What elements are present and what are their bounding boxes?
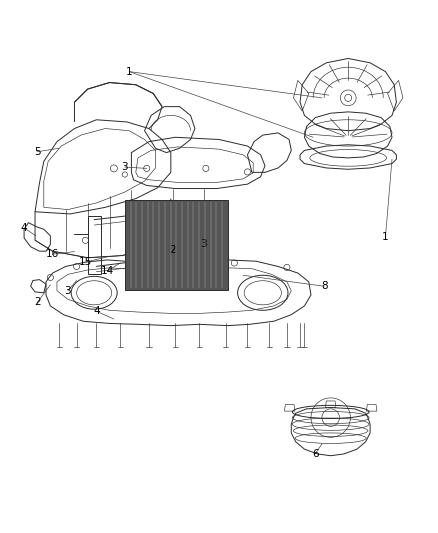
Text: 3: 3: [200, 239, 207, 249]
Text: 3: 3: [121, 162, 128, 172]
Text: 14: 14: [101, 266, 114, 276]
Text: 2: 2: [34, 297, 41, 308]
Text: 6: 6: [312, 449, 319, 458]
Text: 4: 4: [21, 223, 28, 233]
Text: 3: 3: [64, 286, 71, 296]
Bar: [125, 200, 228, 290]
Text: 16: 16: [46, 249, 59, 259]
Text: 5: 5: [34, 147, 41, 157]
Text: 4: 4: [93, 306, 100, 316]
Text: 1: 1: [382, 232, 389, 242]
Text: 8: 8: [321, 281, 328, 291]
Text: 2: 2: [170, 245, 177, 255]
Text: 1: 1: [126, 67, 133, 77]
Bar: [88, 216, 101, 274]
Text: 15: 15: [79, 257, 92, 267]
